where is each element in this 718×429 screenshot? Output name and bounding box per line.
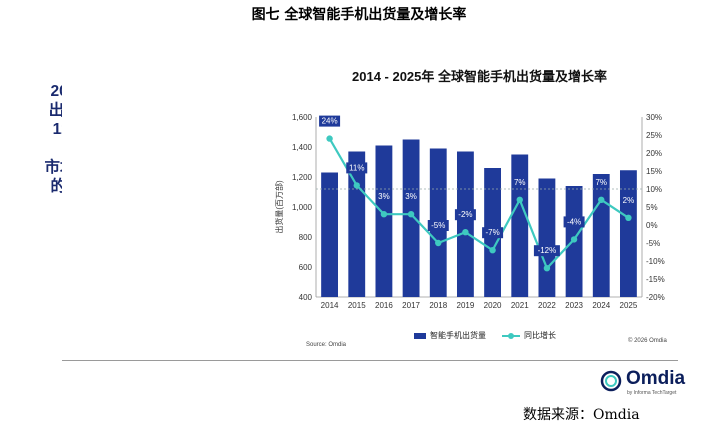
divider [62, 360, 678, 361]
growth-data-label: -7% [485, 228, 499, 237]
growth-data-label: 3% [405, 192, 417, 201]
growth-data-label: -5% [431, 221, 445, 230]
y2-tick-label: 5% [646, 203, 658, 212]
growth-data-label: 2% [623, 196, 635, 205]
growth-line [328, 138, 630, 271]
legend-swatch-bar [414, 332, 426, 339]
x-tick-label: 2024 [592, 301, 610, 310]
bar [592, 174, 610, 297]
chart-title: 2014 - 2025年 全球智能手机出货量及增长率 [352, 69, 608, 84]
chart-svg: 400 600 800 1,000 1,200 1,400 1,600 -20% -15% -10… [274, 113, 665, 310]
x-tick-label: 2018 [429, 301, 447, 310]
legend-label-bar: 智能手机出货量 [430, 331, 486, 340]
y2-tick-label: 20% [646, 149, 662, 158]
bar [456, 151, 474, 297]
x-tick-label: 2019 [457, 301, 475, 310]
bar [511, 154, 529, 297]
omdia-logo-icon [600, 370, 622, 392]
growth-point [326, 135, 333, 142]
y2-tick-label: -10% [646, 257, 665, 266]
growth-point [625, 214, 632, 221]
growth-data-label: 7% [595, 178, 607, 187]
growth-point [407, 211, 415, 218]
growth-data-label: 24% [322, 117, 338, 126]
y-tick-label: 1,000 [292, 203, 313, 212]
growth-point [598, 196, 605, 203]
x-tick-label: 2022 [538, 301, 556, 310]
x-tick-label: 2015 [348, 301, 366, 310]
growth-data-label: -12% [538, 246, 557, 255]
x-tick-label: 2021 [511, 301, 529, 310]
y2-tick-label: 30% [646, 113, 662, 122]
y-tick-label: 1,600 [292, 113, 313, 122]
growth-label-bg [482, 227, 504, 239]
legend-item-bar: 智能手机出货量 [414, 330, 486, 341]
y2-tick-label: -5% [646, 239, 660, 248]
growth-data-label: -4% [567, 217, 581, 226]
logo-tagline: by Informa TechTarget [627, 390, 677, 396]
growth-label-bg [375, 191, 392, 203]
growth-label-bg [427, 220, 449, 231]
bar [348, 151, 366, 297]
legend-label-line: 同比增长 [524, 331, 556, 340]
logo-name: Omdia [626, 368, 686, 389]
legend-swatch-line [502, 332, 520, 339]
chart-copyright: © 2026 Omdia [628, 338, 667, 344]
growth-label-bg [403, 191, 420, 203]
growth-label-bg [319, 115, 341, 127]
growth-point [489, 247, 496, 254]
legend-item-line: 同比增长 [502, 330, 556, 341]
growth-point [353, 182, 360, 189]
growth-label-bg [511, 176, 528, 188]
y-tick-label: 1,400 [292, 143, 313, 152]
growth-point [570, 236, 578, 243]
chart-legend: 智能手机出货量 同比增长 [414, 330, 566, 341]
figure-title: 图七 全球智能手机出货量及增长率 [251, 7, 467, 23]
bar [321, 172, 339, 297]
growth-point [435, 239, 442, 247]
x-tick-label: 2020 [484, 301, 502, 310]
data-source: 数据来源：Omdia [523, 407, 640, 423]
x-tick-label: 2017 [402, 301, 420, 310]
growth-point [516, 196, 523, 203]
y2-tick-label: 25% [646, 131, 662, 140]
y-tick-label: 400 [299, 293, 313, 302]
x-tick-label: 2016 [375, 301, 393, 310]
growth-label-bg [533, 245, 560, 257]
y2-tick-label: 0% [646, 221, 658, 230]
x-tick-label: 2023 [565, 301, 583, 310]
growth-point [543, 265, 551, 272]
y2-tick-label: -20% [646, 293, 665, 302]
y-tick-label: 600 [299, 263, 313, 272]
growth-point [380, 211, 388, 218]
growth-label-bg [454, 209, 476, 221]
bar [402, 139, 420, 297]
growth-data-label: 11% [349, 163, 364, 172]
growth-label-bg [346, 162, 368, 174]
growth-label-bg [620, 194, 637, 206]
y-tick-label: 1,200 [292, 173, 313, 182]
y2-tick-label: 15% [646, 167, 662, 176]
growth-data-label: -2% [458, 210, 472, 219]
growth-label-bg [563, 216, 585, 228]
x-tick-label: 2014 [321, 301, 339, 310]
bar [538, 178, 556, 297]
chart-panel: 2014 - 2025年 全球智能手机出货量及增长率 400 600 800 1,00… [62, 50, 678, 353]
y2-tick-label: -15% [646, 275, 665, 284]
bar [375, 145, 393, 297]
chart-source: Source: Omdia [306, 342, 347, 348]
y-tick-label: 800 [299, 233, 313, 242]
omdia-logo: Omdia by Informa TechTarget [600, 368, 700, 398]
y2-tick-label: 10% [646, 185, 662, 194]
growth-data-label: 3% [378, 192, 390, 201]
growth-label-bg [593, 176, 610, 188]
y-axis-title: 出货量(百万部) [274, 180, 284, 234]
x-tick-label: 2025 [620, 301, 638, 310]
growth-data-label: 7% [514, 178, 526, 187]
growth-point [462, 229, 469, 236]
